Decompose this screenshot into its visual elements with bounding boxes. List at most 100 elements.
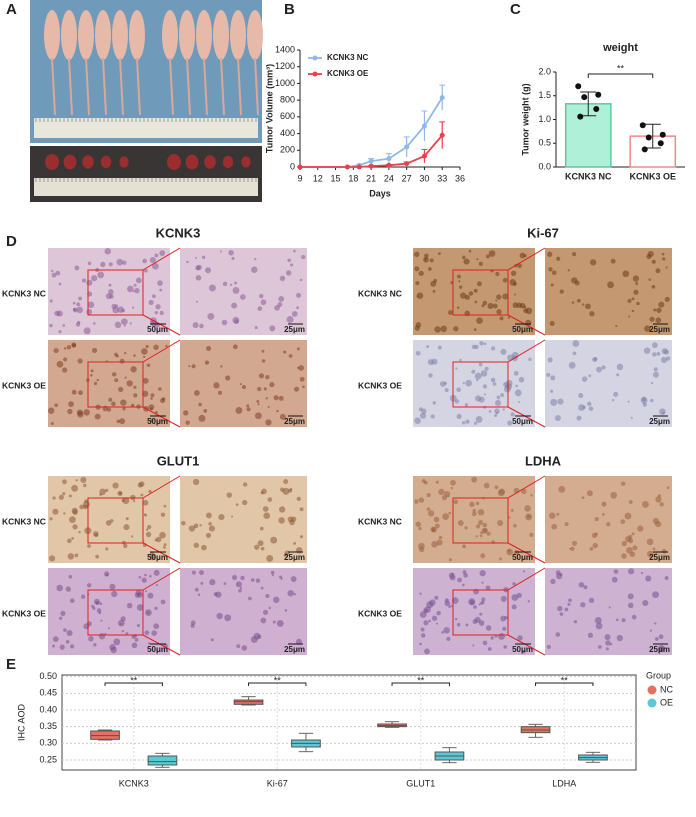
tissue-texture [213, 382, 220, 389]
tissue-texture [274, 305, 280, 311]
tissue-texture [468, 291, 474, 296]
tissue-texture [98, 611, 102, 615]
mouse [179, 10, 195, 60]
tissue-texture [456, 413, 462, 420]
tissue-texture [66, 538, 72, 544]
tumor [63, 154, 77, 170]
point [344, 164, 350, 170]
mouse [78, 10, 94, 60]
tissue-texture [63, 357, 68, 362]
tissue-texture [495, 271, 500, 277]
tissue-texture [98, 632, 106, 640]
zoom-line [507, 634, 546, 656]
tissue-texture [76, 302, 81, 307]
data-point [575, 83, 582, 90]
tissue-texture [434, 326, 441, 333]
tissue-texture [125, 517, 129, 521]
tissue-texture [478, 603, 481, 606]
tissue-texture [150, 393, 155, 398]
tissue-texture [495, 299, 498, 302]
tissue-texture [91, 275, 98, 282]
tissue-texture [551, 270, 557, 275]
tissue-texture [273, 395, 279, 401]
tissue-texture [455, 367, 458, 370]
tissue-texture [479, 570, 486, 577]
tissue-texture [576, 298, 581, 303]
mouse [247, 10, 263, 60]
tissue-texture [246, 407, 251, 412]
tissue-texture [290, 263, 294, 267]
tissue-texture [160, 512, 166, 517]
tissue-texture [93, 643, 97, 647]
tissue-texture [482, 522, 488, 528]
tissue-texture [450, 479, 456, 486]
tissue-texture [256, 400, 260, 403]
x-tick-label: KCNK3 OE [629, 171, 676, 181]
tissue-texture [496, 309, 502, 315]
tissue-texture [52, 496, 56, 500]
ihc-image [180, 568, 307, 655]
tissue-texture [205, 512, 212, 519]
tissue-texture [524, 505, 531, 512]
tissue-texture [49, 299, 53, 303]
tissue-texture [610, 258, 616, 264]
tissue-texture [52, 508, 59, 515]
tissue-texture [483, 482, 490, 489]
tissue-texture [82, 500, 90, 508]
tissue-texture [483, 342, 487, 346]
tissue-texture [48, 555, 56, 562]
tissue-texture [513, 549, 520, 556]
point [368, 158, 374, 164]
mouse-tail [186, 57, 191, 116]
tissue-texture [431, 541, 438, 548]
tissue-texture [456, 387, 461, 393]
tissue-texture [56, 584, 63, 592]
zoom-line [142, 475, 181, 499]
tissue-texture [663, 349, 670, 355]
tissue-texture [632, 545, 638, 551]
panel-label: B [284, 1, 295, 18]
tissue-texture [115, 354, 119, 358]
tissue-texture [242, 482, 248, 487]
ihc-image [180, 340, 307, 427]
tissue-texture [241, 384, 247, 390]
tissue-texture [65, 639, 70, 644]
tissue-texture [414, 266, 420, 272]
tissue-texture [473, 421, 478, 425]
tissue-texture [458, 280, 461, 283]
tissue-texture [414, 417, 421, 424]
tissue-texture [91, 604, 95, 608]
tissue-texture [478, 520, 484, 526]
point [356, 164, 362, 170]
tissue-texture [68, 574, 73, 579]
tissue-texture [642, 599, 649, 607]
row-label: KCNK3 OE [358, 608, 402, 618]
tissue-texture [647, 550, 654, 558]
tissue-texture [499, 316, 504, 321]
x-tick-label: 24 [384, 173, 394, 183]
y-tick-label: 0.50 [39, 671, 57, 681]
tissue-texture [199, 524, 202, 527]
tumor [45, 154, 59, 170]
tissue-texture [288, 354, 293, 358]
scale-label: 25μm [284, 553, 305, 562]
tissue-texture [604, 634, 611, 641]
tissue-texture [438, 252, 441, 256]
tissue-texture [279, 275, 286, 282]
tissue-texture [263, 387, 267, 391]
tissue-texture [482, 640, 488, 646]
tissue-texture [464, 294, 470, 300]
scale-label: 50μm [147, 417, 168, 426]
tissue-texture [622, 270, 630, 278]
tissue-texture [118, 386, 124, 393]
tissue-texture [616, 618, 619, 622]
tissue-texture [475, 501, 480, 506]
tissue-texture [265, 593, 270, 599]
row-label: KCNK3 NC [2, 288, 46, 298]
tissue-texture [631, 614, 637, 620]
tissue-texture [131, 642, 138, 649]
tissue-texture [628, 500, 633, 504]
tissue-texture [441, 495, 448, 501]
tissue-texture [630, 416, 633, 419]
tissue-texture [557, 398, 564, 405]
